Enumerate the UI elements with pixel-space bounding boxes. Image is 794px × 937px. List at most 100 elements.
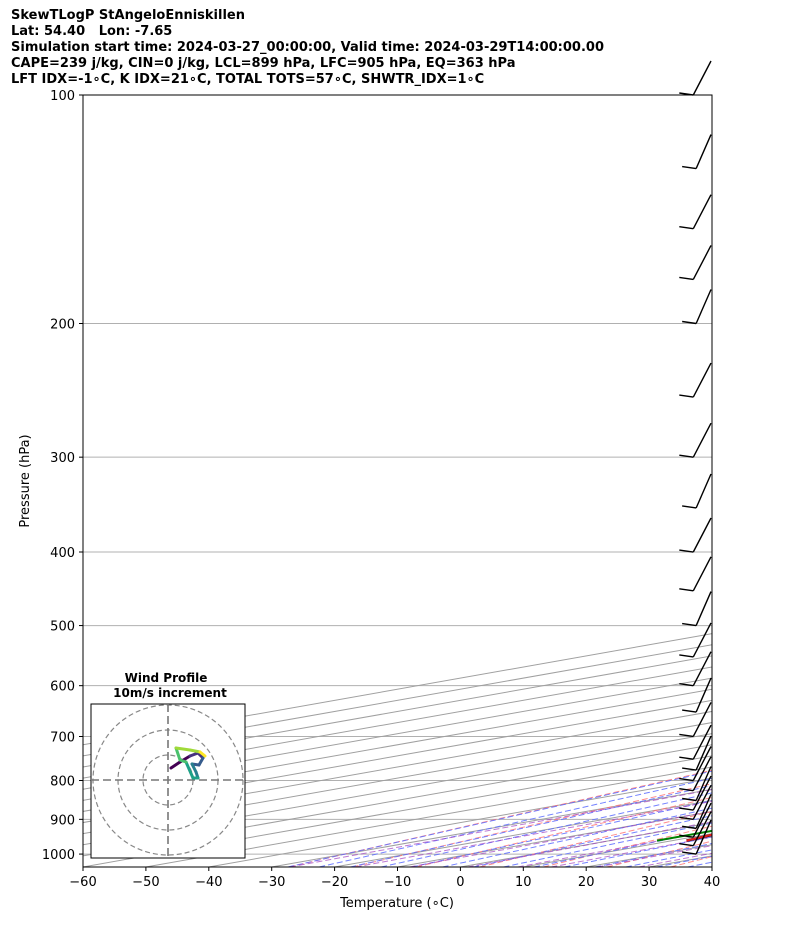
x-tick-label: 10 — [515, 875, 532, 890]
x-tick-label: −40 — [195, 875, 222, 890]
mixing-ratio-line — [409, 810, 712, 867]
wind-barb-flag — [679, 588, 694, 592]
moist-adiabat — [442, 807, 712, 867]
wind-barb-shaft — [695, 473, 712, 509]
wind-barb-flag — [679, 394, 694, 398]
wind-barb-flag — [682, 851, 697, 855]
hodograph-segment — [188, 748, 202, 754]
dry-adiabat — [606, 840, 712, 867]
mixing-ratio-line — [517, 830, 712, 867]
wind-barb-shaft — [692, 811, 712, 847]
dry-adiabat — [479, 811, 712, 867]
wind-barb-flag — [682, 320, 697, 325]
mixing-ratio-line — [289, 789, 712, 867]
isotherm — [586, 844, 712, 867]
wind-barb-shaft — [692, 422, 712, 458]
moist-adiabat — [656, 855, 712, 867]
moist-adiabats — [287, 108, 794, 867]
wind-barb-flag — [679, 733, 694, 738]
moist-adiabat — [625, 849, 712, 867]
x-tick-label: 20 — [578, 875, 595, 890]
x-tick-label: −30 — [258, 875, 285, 890]
cape-line: CAPE=239 j/kg, CIN=0 j/kg, LCL=899 hPa, … — [11, 56, 516, 71]
wind-barb-shaft — [692, 517, 712, 553]
wind-barb-shaft — [692, 724, 712, 760]
wind-barb-shaft — [692, 702, 712, 737]
isotherm — [523, 833, 712, 867]
dry-adiabats — [288, 95, 794, 867]
hodograph-segment — [174, 746, 182, 762]
cape-cin-shading — [770, 95, 794, 821]
wind-barb-flag — [679, 777, 694, 782]
x-tick-label: −10 — [384, 875, 411, 890]
y-axis-ticks: 1000 900 800 700 600 500 400 300 200 100 — [42, 89, 83, 863]
wind-barb-flag — [682, 797, 697, 802]
y-tick-label: 1000 — [42, 848, 75, 863]
moist-adiabat — [472, 815, 712, 867]
wind-barb-flag — [682, 709, 697, 713]
wind-profile-title: Wind Profile — [125, 671, 208, 685]
wind-barb-shaft — [695, 289, 712, 324]
wind-barb-shaft — [695, 677, 712, 713]
dry-adiabat — [543, 825, 712, 867]
isotherm — [397, 810, 712, 867]
wind-profile-subtitle: 10m/s increment — [113, 686, 227, 700]
mixing-ratio-line — [355, 800, 712, 867]
y-tick-label: 900 — [50, 813, 75, 828]
wind-barb-shaft — [695, 794, 712, 829]
y-axis-label: Pressure (hPa) — [18, 434, 33, 527]
moist-adiabat — [719, 108, 794, 867]
hodograph-segment — [184, 760, 195, 780]
y-tick-label: 500 — [50, 620, 75, 635]
y-tick-label: 200 — [50, 318, 75, 333]
wind-barb-shaft — [692, 245, 712, 280]
wind-barb-flag — [679, 834, 694, 838]
y-tick-label: 100 — [50, 89, 75, 104]
isotherm — [83, 710, 712, 824]
parcel-profile — [686, 833, 712, 842]
moist-adiabat — [503, 822, 712, 867]
mixing-ratio-line — [467, 821, 712, 867]
wind-barb-flag — [679, 816, 694, 821]
wind-barb-flag — [682, 825, 697, 830]
isotherm — [334, 799, 712, 867]
wind-barb-shaft — [692, 60, 712, 96]
hodograph-segment — [174, 746, 192, 752]
moist-adiabat — [381, 792, 712, 867]
wind-barb-shaft — [692, 756, 712, 791]
wind-barb-shaft — [695, 591, 712, 626]
y-tick-label: 800 — [50, 775, 75, 790]
wind-barb-shaft — [692, 785, 712, 820]
x-tick-label: −60 — [69, 875, 96, 890]
isotherm — [775, 95, 794, 867]
isotherm — [649, 855, 712, 867]
isotherm — [83, 722, 712, 835]
wind-barb-flag — [679, 454, 694, 458]
wind-profile-inset: Wind Profile 10m/s increment — [90, 671, 246, 859]
wind-barb-shaft — [695, 134, 712, 169]
wind-barb-shaft — [692, 194, 712, 229]
x-tick-label: 0 — [456, 875, 464, 890]
dry-adiabat — [352, 783, 712, 867]
moist-adiabat — [287, 770, 712, 867]
y-tick-label: 600 — [50, 680, 75, 695]
isotherm — [83, 677, 712, 790]
dry-adiabat — [734, 95, 794, 867]
x-tick-label: 40 — [704, 875, 721, 890]
wind-barb-flag — [679, 843, 694, 847]
wind-barb-shaft — [695, 819, 712, 855]
chart-header: SkewTLogP StAngeloEnniskillen Lat: 54.40… — [11, 8, 604, 88]
wind-barb-flag — [679, 756, 694, 760]
wind-barb-flag — [679, 276, 694, 281]
wind-barb-flag — [682, 165, 697, 170]
wind-barb-flag — [679, 787, 694, 792]
wind-barb-shaft — [695, 735, 712, 771]
isotherm — [83, 666, 712, 779]
wind-barb-flag — [682, 505, 697, 509]
hodograph-segment — [198, 750, 207, 758]
isotherm — [271, 788, 712, 867]
wind-barb-flag — [679, 682, 694, 687]
y-tick-label: 300 — [50, 451, 75, 466]
moist-adiabat — [350, 784, 712, 867]
x-axis-ticks: −60 −50 −40 −30 −20 −10 0 10 20 30 40 — [69, 867, 720, 890]
